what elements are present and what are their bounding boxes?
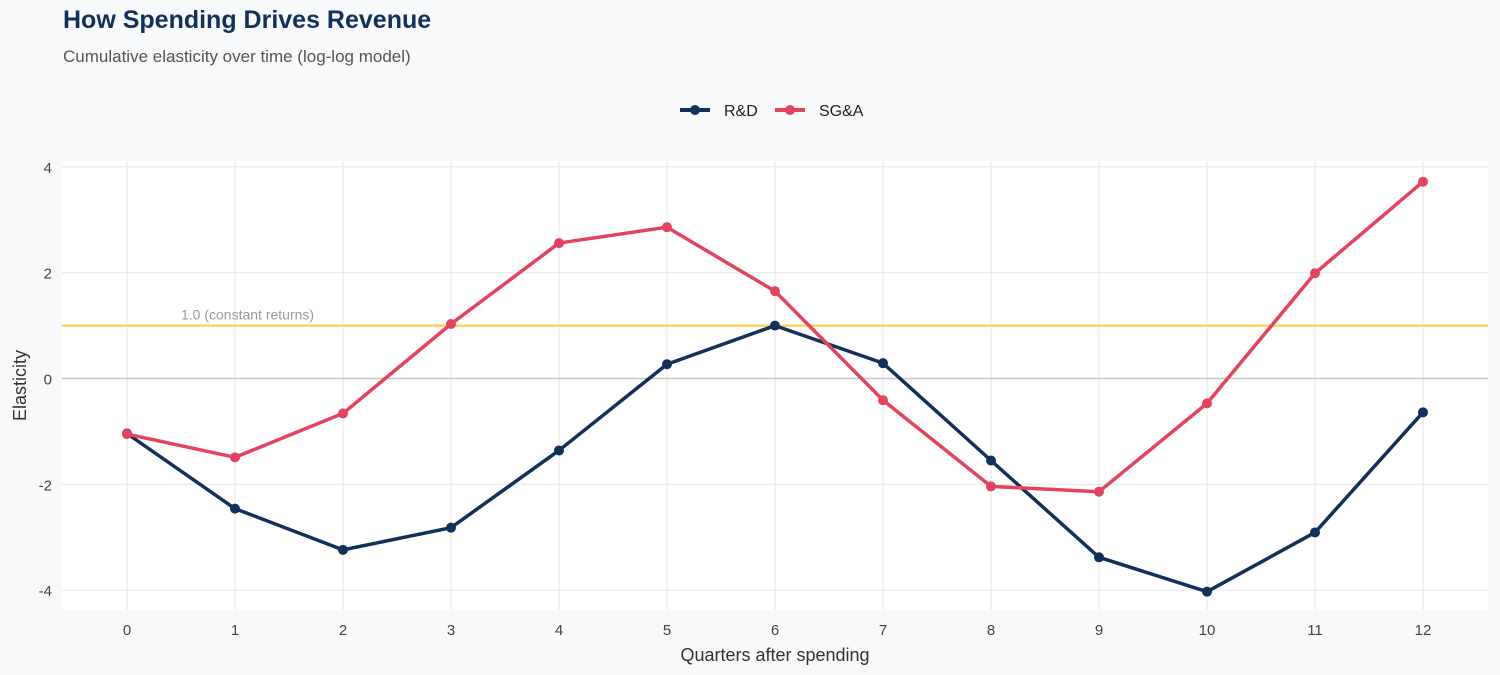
series-sga — [122, 176, 1428, 497]
x-tick-label: 4 — [555, 622, 563, 639]
data-point — [446, 522, 456, 533]
y-tick-label: -2 — [39, 477, 52, 494]
data-point — [1310, 527, 1320, 538]
data-point — [1418, 176, 1428, 187]
data-point — [1310, 268, 1320, 279]
y-tick-label: -4 — [39, 583, 52, 600]
data-point — [770, 286, 780, 297]
x-tick-label: 5 — [663, 622, 671, 639]
data-point — [986, 481, 996, 492]
legend-marker — [785, 105, 795, 115]
data-point — [1202, 586, 1212, 597]
data-point — [770, 320, 780, 331]
data-point — [1202, 398, 1212, 409]
legend-label: R&D — [724, 103, 758, 120]
x-tick-label: 10 — [1199, 622, 1216, 639]
x-tick-label: 0 — [123, 622, 131, 639]
x-axis-label: Quarters after spending — [680, 645, 869, 665]
y-axis-label: Elasticity — [10, 350, 30, 421]
data-point — [554, 445, 564, 456]
x-tick-label: 11 — [1307, 622, 1323, 639]
data-point — [230, 503, 240, 514]
y-tick-label: 0 — [44, 372, 52, 389]
chart-title: How Spending Drives Revenue — [63, 6, 432, 34]
reference-line-label: 1.0 (constant returns) — [181, 307, 314, 323]
x-tick-label: 7 — [879, 622, 887, 639]
data-point — [230, 452, 240, 463]
data-point — [662, 222, 672, 233]
data-point — [338, 408, 348, 419]
legend-marker — [690, 105, 700, 115]
data-point — [878, 395, 888, 406]
data-point — [446, 319, 456, 330]
data-point — [986, 455, 996, 466]
data-point — [878, 358, 888, 369]
x-tick-label: 6 — [771, 622, 779, 639]
data-point — [662, 359, 672, 370]
y-tick-label: 4 — [44, 160, 52, 177]
chart-subtitle: Cumulative elasticity over time (log-log… — [63, 47, 411, 66]
data-point — [1094, 486, 1104, 497]
x-tick-label: 9 — [1095, 622, 1103, 639]
x-tick-label: 12 — [1415, 622, 1432, 639]
data-point — [1418, 407, 1428, 418]
legend-label: SG&A — [819, 103, 864, 120]
x-tick-label: 3 — [447, 622, 455, 639]
y-tick-label: 2 — [44, 266, 52, 283]
x-tick-label: 2 — [339, 622, 347, 639]
data-point — [554, 238, 564, 249]
data-point — [338, 544, 348, 555]
x-tick-label: 8 — [987, 622, 995, 639]
data-point — [1094, 552, 1104, 563]
legend: R&D SG&A — [680, 103, 864, 120]
data-point — [122, 429, 132, 440]
x-tick-label: 1 — [231, 622, 239, 639]
